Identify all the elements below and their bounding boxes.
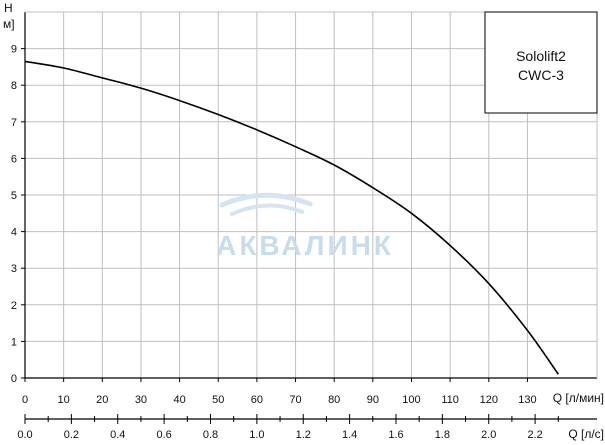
x-tick-label-13: 130	[518, 394, 536, 406]
x2-tick-label-9: 1.8	[435, 429, 450, 441]
x-axis-title-primary: Q [л/мин]	[553, 391, 604, 405]
x-tick-label-5: 50	[212, 394, 224, 406]
x2-tick-label-1: 0.2	[64, 429, 79, 441]
x-tick-label-8: 80	[328, 394, 340, 406]
x-tick-label-0: 0	[22, 394, 28, 406]
legend-frame	[484, 11, 598, 114]
x-tick-label-1: 10	[58, 394, 70, 406]
x2-tick-label-10: 2.0	[481, 429, 496, 441]
x-tick-label-10: 100	[402, 394, 420, 406]
performance-curve-0	[24, 60, 560, 375]
x-tick-label-11: 110	[441, 394, 459, 406]
legend-box: Sololift2 CWC-3	[484, 11, 598, 114]
y-tick-label-0: 0	[11, 373, 17, 385]
x-tick-label-2: 20	[96, 394, 108, 406]
x2-tick-label-8: 1.6	[388, 429, 403, 441]
y-tick-label-1: 1	[11, 336, 17, 348]
y-tick-label-8: 8	[11, 80, 17, 92]
x2-tick-label-0: 0.0	[17, 429, 32, 441]
x2-tick-label-6: 1.2	[296, 429, 311, 441]
x-tick-label-12: 120	[480, 394, 498, 406]
x2-tick-label-7: 1.4	[342, 429, 357, 441]
x2-tick-label-4: 0.8	[203, 429, 218, 441]
x2-tick-label-5: 1.0	[249, 429, 264, 441]
watermark-text: АКВАЛИНК	[216, 230, 394, 261]
x2-tick-label-11: 2.2	[527, 429, 542, 441]
x-tick-label-7: 70	[289, 394, 301, 406]
watermark: АКВАЛИНК	[216, 192, 394, 261]
x-tick-label-6: 60	[251, 394, 263, 406]
y-axis-title-top: H	[4, 1, 13, 15]
watermark-wave-icon-2	[230, 203, 304, 216]
y-tick-label-7: 7	[11, 117, 17, 129]
watermark-wave-icon	[219, 192, 313, 208]
legend-line-2: CWC-3	[518, 67, 564, 83]
y-tick-label-2: 2	[11, 300, 17, 312]
legend-line-1: Sololift2	[516, 48, 566, 64]
labels-layer: H м] Q [л/мин] Q [л/с]	[3, 1, 604, 441]
x2-tick-label-2: 0.4	[110, 429, 125, 441]
x2-tick-label-3: 0.6	[156, 429, 171, 441]
x-tick-label-3: 30	[135, 394, 147, 406]
y-axis-title-unit: м]	[3, 17, 15, 31]
series-layer	[24, 60, 560, 375]
y-tick-label-5: 5	[11, 190, 17, 202]
x-tick-label-9: 90	[367, 394, 379, 406]
x-tick-label-4: 40	[173, 394, 185, 406]
y-tick-label-4: 4	[11, 227, 17, 239]
y-tick-label-9: 9	[11, 44, 17, 56]
y-tick-label-6: 6	[11, 153, 17, 165]
x-axis-title-secondary: Q [л/с]	[568, 427, 604, 441]
y-tick-label-3: 3	[11, 263, 17, 275]
